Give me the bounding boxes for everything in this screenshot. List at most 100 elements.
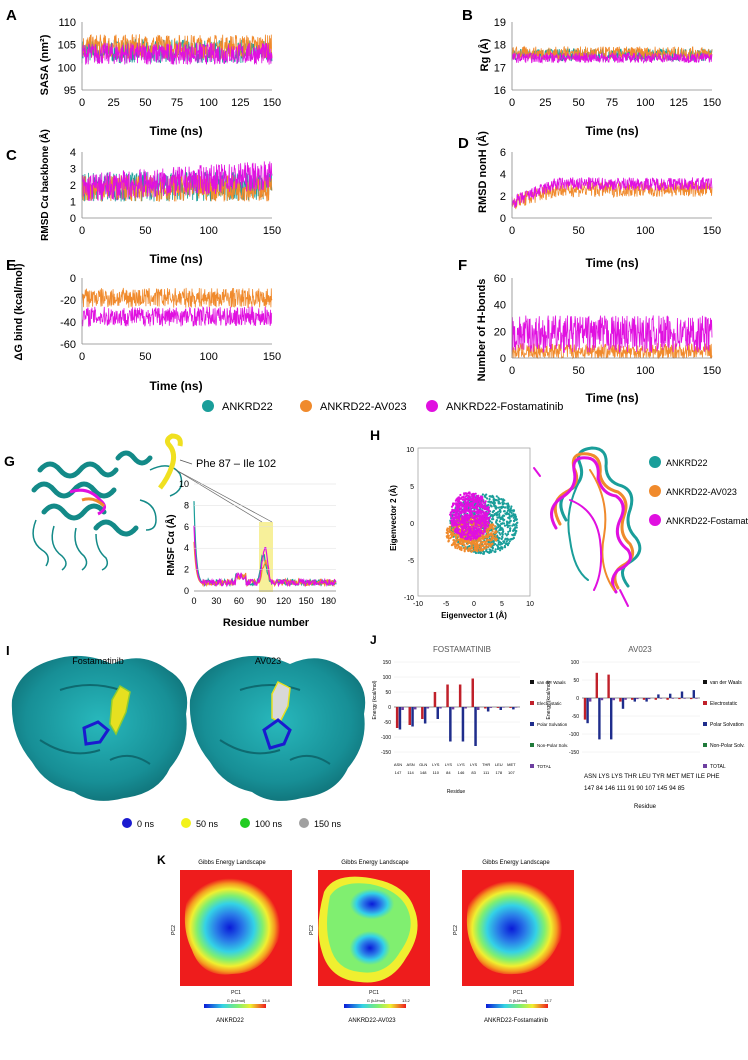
pca-point-2 [475,521,478,524]
fosta-res-name: ASN [406,762,414,767]
rmsf-y-tick: 0 [184,586,189,596]
pca-point-1 [487,533,490,537]
pca-point-0 [488,550,491,554]
pca-point-2 [463,505,466,508]
fosta-res-num: 83 [471,770,476,775]
x-tick-label: 100 [199,225,217,237]
av023-legend-swatch [703,743,707,747]
pca-point-2 [472,529,475,532]
pca-point-0 [506,521,509,524]
av023-decomp-bar [598,698,601,740]
pca-point-2 [469,520,472,523]
pca-point-2 [479,532,482,535]
y-tick-label: -20 [60,295,76,307]
av023-legend-label: Electrostatic [710,701,738,707]
pca-point-0 [507,530,510,534]
gibbs-landscape-av023: Gibbs Energy Landscape PC2 PC1 G (kJ/mol… [309,860,430,1024]
pca-point-0 [491,501,494,504]
gibbs-xlabel-3: PC1 [513,990,523,996]
pca-point-2 [458,523,461,526]
pca-point-0 [496,513,499,516]
series-line-c-2 [81,161,273,201]
gibbs-title-3: Gibbs Energy Landscape [482,860,550,866]
av023-decomp-bar [642,698,646,700]
rmsf-x-tick: 30 [211,596,221,606]
pca-point-2 [455,524,458,528]
pca-point-1 [489,539,492,542]
fosta-decomp-y-tick: -150 [381,750,391,756]
pca-x-tick: -10 [413,601,423,608]
decomp-title-right: AV023 [628,645,652,654]
pca-point-0 [510,511,513,514]
legend-swatch-av023 [300,400,312,412]
pca-point-2 [484,507,487,510]
pca-point-2 [463,537,466,540]
decomp-right-res-names: ASN LYS LYS THR LEU TYR MET MET ILE PHE [584,773,719,780]
pca-point-0 [503,546,507,549]
av023-decomp-bar [631,698,634,700]
av023-decomp-bar [695,698,698,699]
y-tick-label: 95 [64,85,76,97]
x-tick-label: 50 [139,225,151,237]
fosta-decomp-y-tick: 150 [383,660,392,666]
pca-point-1 [471,549,474,552]
pca-point-2 [477,511,480,515]
panel-letter-f: F [458,257,467,274]
pca-y-tick: -10 [404,595,414,602]
pca-point-2 [488,509,491,513]
pca-point-0 [490,514,493,517]
pca-point-2 [477,535,480,538]
pca-point-1 [495,538,498,541]
pca-point-1 [457,543,460,546]
pca-point-1 [493,531,496,535]
pca-point-0 [491,549,494,552]
x-tick-label: 75 [606,97,618,109]
pca-point-0 [497,523,500,526]
av023-legend-swatch [703,701,707,705]
x-tick-label: 125 [669,97,687,109]
pca-point-0 [513,513,516,516]
pca-point-0 [491,515,494,519]
pca-point-0 [515,529,518,533]
pca-point-1 [449,536,452,539]
pca-point-2 [452,513,455,516]
fosta-decomp-bar [496,707,500,708]
pca-point-1 [470,543,473,546]
fosta-decomp-bar [439,707,442,709]
y-tick-label: -40 [60,317,76,329]
pca-point-2 [482,501,485,504]
pca-point-2 [484,526,487,530]
av023-legend-label: TOTAL [710,764,726,770]
struct-legend-swatch-av023 [649,485,661,497]
pca-point-0 [510,505,513,508]
pca-point-0 [498,512,501,516]
pca-point-2 [458,496,461,499]
x-tick-label: 0 [509,225,515,237]
av023-legend-label: Polar Solvation [710,722,744,728]
y-tick-label: 0 [70,273,76,285]
pca-point-2 [470,502,473,506]
pca-point-2 [461,536,464,539]
pca-point-0 [501,533,504,536]
rmsf-y-tick: 2 [184,565,189,575]
pca-point-1 [466,548,469,552]
y-tick-label: 60 [494,273,506,285]
fosta-legend-label: TOTAL [537,764,552,769]
hbonds-ylabel: Number of H-bonds [476,279,488,382]
fosta-decomp-bar [484,707,487,709]
fosta-decomp-bar [502,707,505,708]
pca-point-2 [452,509,455,512]
pca-point-0 [498,531,501,535]
pca-point-2 [470,498,474,501]
fosta-decomp-y-tick: 50 [385,690,391,696]
pca-point-1 [484,536,487,539]
fosta-decomp-y-tick: -50 [384,720,391,726]
pca-point-1 [447,535,450,539]
pca-point-0 [512,536,516,540]
legend-swatch-fosta [426,400,438,412]
pca-point-2 [475,495,478,498]
pca-point-2 [473,500,476,503]
pca-point-0 [498,508,501,511]
pca-point-1 [447,540,450,543]
rmsd-nonh-xlabel: Time (ns) [585,256,638,270]
